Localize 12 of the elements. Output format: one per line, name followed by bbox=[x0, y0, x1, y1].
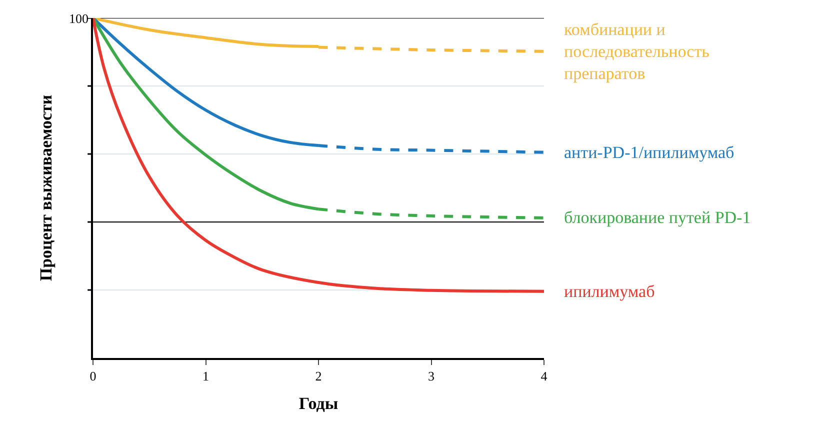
x-axis-title: Годы bbox=[298, 394, 338, 414]
series-label: комбинации и последовательность препаратов bbox=[564, 20, 710, 84]
x-tick-label: 4 bbox=[540, 368, 548, 384]
x-tick-label: 0 bbox=[90, 368, 96, 384]
series-label: ипилимумаб bbox=[564, 282, 655, 301]
x-tick-label: 2 bbox=[315, 368, 322, 384]
y-axis-title: Процент выживаемости bbox=[36, 94, 56, 282]
annotation: 100 bbox=[69, 11, 88, 26]
series-label: блокирование путей PD-1 bbox=[564, 208, 751, 227]
series-label: анти-PD-1/ипилимумаб bbox=[564, 143, 734, 162]
x-tick-label: 1 bbox=[202, 368, 209, 384]
x-tick-label: 3 bbox=[428, 368, 434, 384]
